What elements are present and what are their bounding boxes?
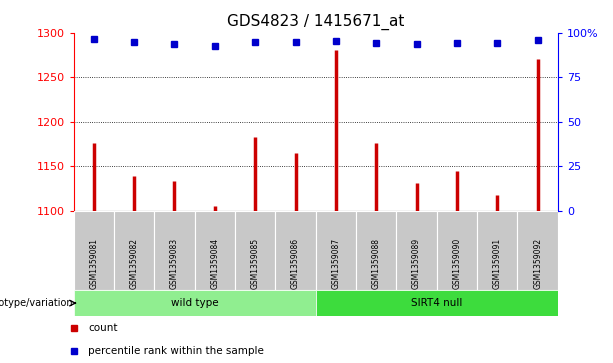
Bar xyxy=(517,211,558,290)
Bar xyxy=(74,211,114,290)
Text: GSM1359088: GSM1359088 xyxy=(371,238,381,289)
Bar xyxy=(316,211,356,290)
Bar xyxy=(397,211,437,290)
Bar xyxy=(477,211,517,290)
Title: GDS4823 / 1415671_at: GDS4823 / 1415671_at xyxy=(227,14,405,30)
Text: percentile rank within the sample: percentile rank within the sample xyxy=(88,346,264,356)
Bar xyxy=(114,211,154,290)
Text: GSM1359081: GSM1359081 xyxy=(89,238,98,289)
Text: GSM1359087: GSM1359087 xyxy=(332,238,340,289)
Bar xyxy=(316,290,558,316)
Text: genotype/variation: genotype/variation xyxy=(0,298,73,308)
Text: GSM1359092: GSM1359092 xyxy=(533,238,542,289)
Bar xyxy=(154,211,195,290)
Text: wild type: wild type xyxy=(171,298,218,308)
Text: GSM1359083: GSM1359083 xyxy=(170,238,179,289)
Bar xyxy=(275,211,316,290)
Bar xyxy=(235,211,275,290)
Text: GSM1359085: GSM1359085 xyxy=(251,238,260,289)
Text: count: count xyxy=(88,323,118,333)
Bar xyxy=(437,211,477,290)
Bar xyxy=(74,290,316,316)
Text: GSM1359091: GSM1359091 xyxy=(493,238,502,289)
Text: GSM1359082: GSM1359082 xyxy=(129,238,139,289)
Text: GSM1359084: GSM1359084 xyxy=(210,238,219,289)
Text: GSM1359089: GSM1359089 xyxy=(412,238,421,289)
Bar xyxy=(356,211,397,290)
Text: GSM1359090: GSM1359090 xyxy=(452,237,462,289)
Text: GSM1359086: GSM1359086 xyxy=(291,238,300,289)
Text: SIRT4 null: SIRT4 null xyxy=(411,298,462,308)
Bar xyxy=(195,211,235,290)
